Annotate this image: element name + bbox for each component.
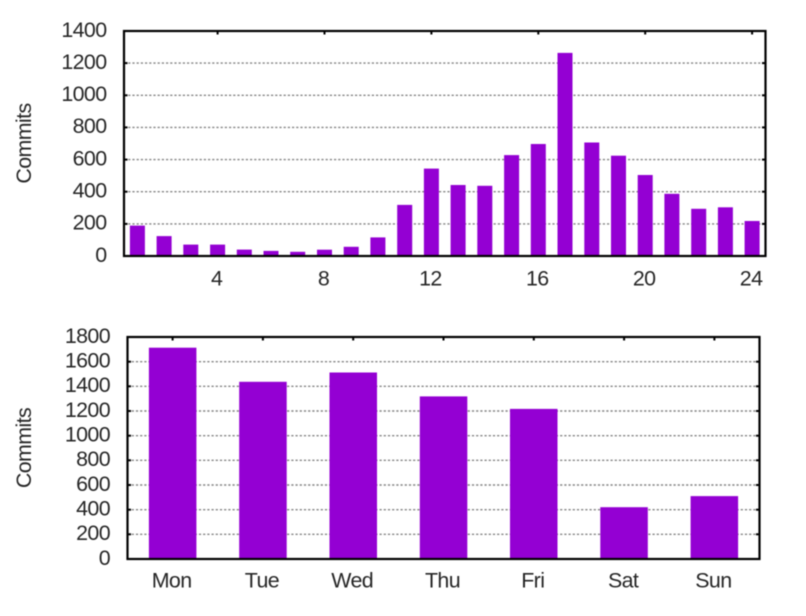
svg-text:24: 24 [740, 267, 763, 291]
svg-text:Commits: Commits [12, 103, 36, 183]
svg-text:200: 200 [73, 211, 108, 235]
svg-text:8: 8 [318, 267, 329, 291]
svg-text:20: 20 [633, 267, 656, 291]
svg-text:1400: 1400 [61, 18, 107, 42]
svg-text:400: 400 [73, 179, 108, 203]
svg-text:Fri: Fri [521, 569, 544, 593]
svg-text:Thu: Thu [425, 569, 460, 593]
svg-text:600: 600 [76, 472, 111, 496]
svg-text:12: 12 [419, 267, 442, 291]
svg-text:1200: 1200 [61, 50, 107, 74]
svg-text:Wed: Wed [331, 569, 373, 593]
svg-text:1400: 1400 [65, 373, 111, 397]
svg-text:200: 200 [76, 521, 111, 545]
svg-text:Mon: Mon [152, 569, 192, 593]
svg-text:Sat: Sat [608, 569, 639, 593]
svg-text:0: 0 [95, 243, 107, 267]
svg-text:Sun: Sun [695, 569, 731, 593]
svg-text:400: 400 [76, 497, 111, 521]
svg-text:1000: 1000 [65, 423, 111, 447]
svg-text:600: 600 [73, 146, 108, 170]
svg-text:0: 0 [99, 546, 111, 570]
svg-text:1000: 1000 [61, 82, 107, 106]
svg-text:1800: 1800 [65, 324, 111, 348]
svg-text:1600: 1600 [65, 349, 111, 373]
svg-text:16: 16 [526, 267, 549, 291]
svg-text:Commits: Commits [12, 408, 36, 488]
svg-text:800: 800 [76, 447, 111, 471]
svg-text:800: 800 [73, 114, 108, 138]
svg-text:1200: 1200 [65, 398, 111, 422]
svg-text:4: 4 [211, 267, 223, 291]
svg-text:Tue: Tue [245, 569, 279, 593]
